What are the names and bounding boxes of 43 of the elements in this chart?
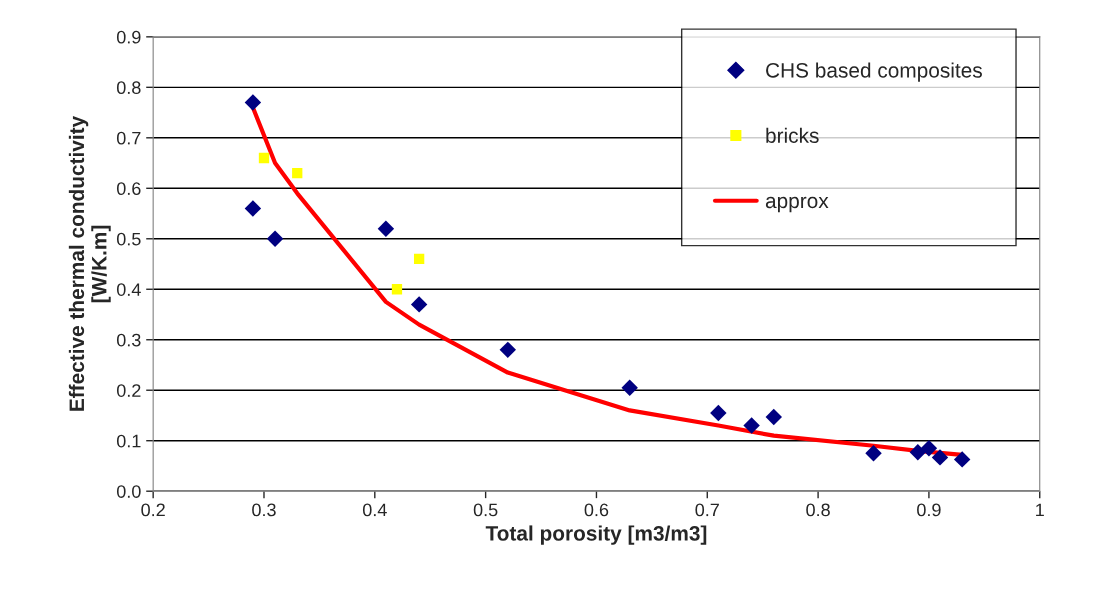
point: [244, 94, 262, 111]
point: [710, 404, 727, 422]
y-tick-label: 0.4: [116, 283, 141, 296]
point: [413, 253, 425, 265]
x-tick-label: 0.4: [362, 503, 387, 517]
point: [258, 152, 270, 164]
x-tick-label: 0.5: [473, 503, 498, 517]
point: [377, 220, 395, 237]
x-tick-label: 0.3: [252, 503, 276, 517]
y-tick-label: 0.2: [116, 384, 141, 397]
point: [244, 200, 262, 217]
y-tick-label: 0.7: [116, 131, 141, 145]
point: [391, 284, 403, 295]
point: [931, 449, 949, 466]
x-tick-label: 0.9: [917, 503, 941, 517]
point: [743, 417, 760, 434]
point: [920, 440, 938, 457]
y-tick-label: 0.0: [116, 485, 141, 498]
y-axis-title: Effective thermal conductivity [W/K.m]: [68, 115, 111, 411]
legend-label: bricks: [766, 127, 819, 143]
point: [909, 444, 927, 461]
point: [410, 296, 428, 313]
legend-label: approx: [765, 196, 829, 213]
x-tick-label: 0.6: [584, 503, 609, 517]
point: [953, 451, 971, 468]
point: [865, 445, 882, 462]
legend-label: CHS based composites: [766, 62, 982, 82]
point: [765, 408, 782, 426]
x-tick-label: 0.8: [806, 503, 830, 517]
point: [292, 168, 303, 179]
x-axis-title: Total porosity [m3/m3]: [485, 525, 707, 545]
y-tick-label: 0.9: [116, 30, 141, 44]
y-tick-label: 0.1: [116, 434, 141, 448]
x-tick-label: 1: [1036, 503, 1044, 517]
y-tick-label: 0.8: [116, 81, 141, 95]
y-tick-label: 0.5: [116, 232, 141, 246]
x-tick-label: 0.7: [695, 503, 719, 517]
y-tick-label: 0.6: [116, 182, 141, 196]
x-tick-label: 0.2: [141, 503, 165, 517]
point: [621, 379, 638, 396]
point: [499, 341, 517, 359]
point: [266, 230, 284, 247]
y-tick-label: 0.3: [116, 333, 141, 347]
